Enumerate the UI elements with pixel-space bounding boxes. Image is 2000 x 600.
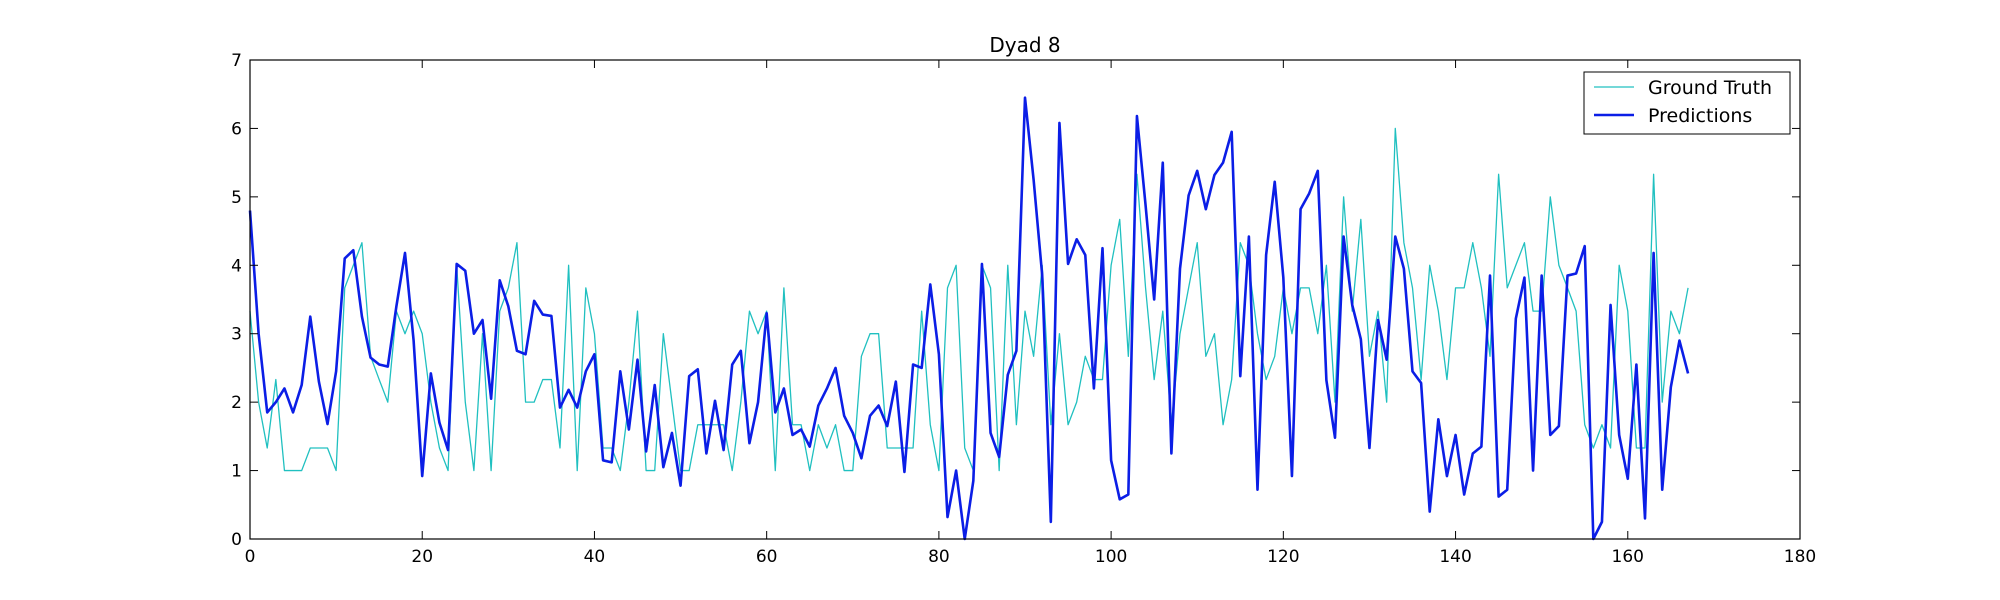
y-tick-label: 6 (231, 119, 242, 139)
x-tick-label: 160 (1612, 547, 1644, 567)
x-tick-label: 100 (1095, 547, 1127, 567)
y-tick-label: 0 (231, 530, 242, 550)
y-tick-label: 2 (231, 393, 242, 413)
y-tick-label: 5 (231, 188, 242, 208)
series-layer (248, 96, 1690, 541)
x-tick-label: 120 (1267, 547, 1299, 567)
x-tick-label: 60 (756, 547, 778, 567)
series-line-predictions (248, 96, 1690, 541)
x-tick-label: 0 (245, 547, 256, 567)
y-tick-label: 4 (231, 256, 242, 276)
x-tick-label: 40 (584, 547, 606, 567)
x-tick-label: 140 (1439, 547, 1471, 567)
series-line-ground-truth (249, 127, 1689, 472)
plot-frame (249, 59, 1801, 540)
legend-label-predictions: Predictions (1648, 105, 1752, 127)
x-tick-label: 80 (928, 547, 950, 567)
y-tick-label: 7 (231, 51, 242, 71)
y-tick-label: 3 (231, 325, 242, 345)
legend-label-ground-truth: Ground Truth (1648, 77, 1772, 99)
chart-title: Dyad 8 (989, 33, 1060, 57)
y-tick-label: 1 (231, 462, 242, 482)
legend-box (1583, 71, 1791, 135)
legend: Ground Truth Predictions (1583, 71, 1791, 135)
ticks-layer: 0 20 40 60 80 100 120 140 160 180 0 1 2 3 4 5 6 7 (231, 51, 1816, 567)
x-tick-label: 20 (411, 547, 433, 567)
x-tick-label: 180 (1784, 547, 1816, 567)
